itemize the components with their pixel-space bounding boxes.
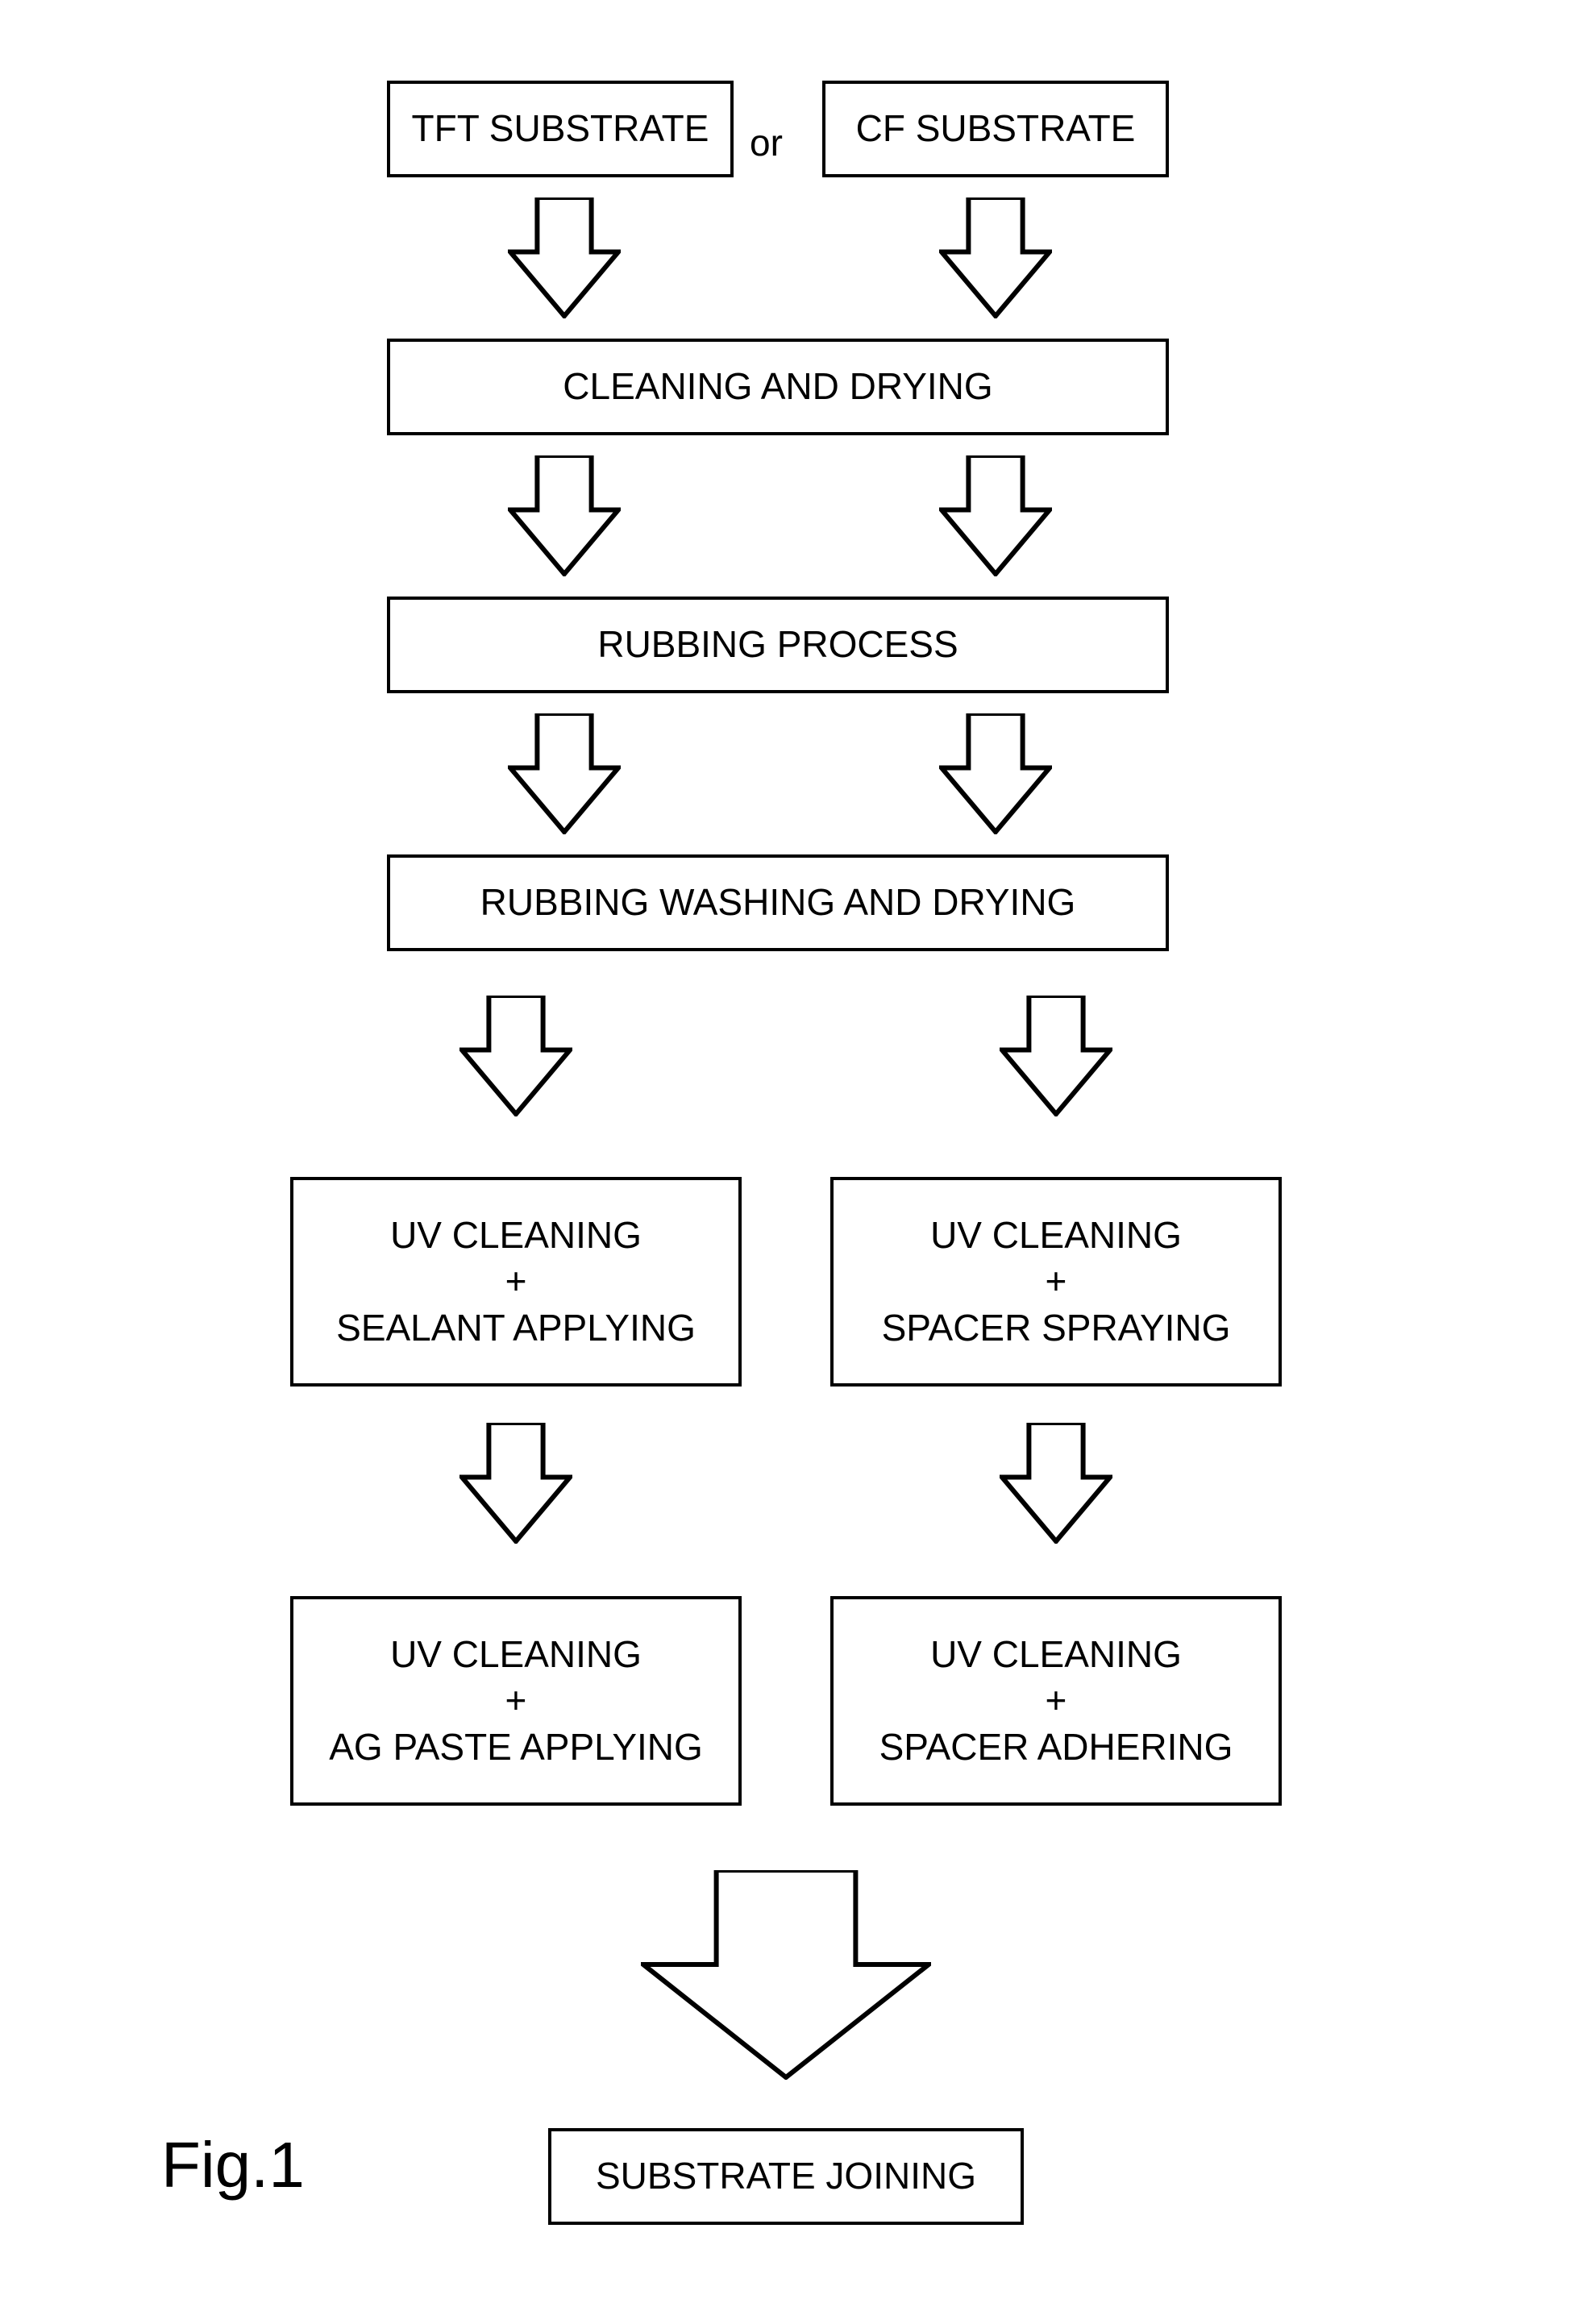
box-rubbing-washing-drying: RUBBING WASHING AND DRYING: [387, 854, 1169, 951]
figure-caption-text: Fig.1: [161, 2129, 305, 2201]
arrow-a4-right: [1000, 996, 1112, 1116]
arrow-a5-left: [459, 1423, 572, 1544]
box-uv-ag-paste: UV CLEANING + AG PASTE APPLYING: [290, 1596, 742, 1806]
arrow-big-join: [641, 1870, 931, 2080]
box-rubbing-washing-drying-text: RUBBING WASHING AND DRYING: [480, 879, 1076, 926]
figure-caption: Fig.1: [161, 2128, 305, 2202]
box-substrate-joining-text: SUBSTRATE JOINING: [596, 2153, 976, 2200]
box-uv-spacer-adhere: UV CLEANING + SPACER ADHERING: [830, 1596, 1282, 1806]
box-uv-spacer-spray: UV CLEANING + SPACER SPRAYING: [830, 1177, 1282, 1387]
box-cleaning-drying: CLEANING AND DRYING: [387, 339, 1169, 435]
arrow-a5-right: [1000, 1423, 1112, 1544]
arrow-a2-right: [939, 455, 1052, 576]
arrow-a3-right: [939, 713, 1052, 834]
box-cf-substrate-text: CF SUBSTRATE: [856, 106, 1136, 152]
arrow-a2-left: [508, 455, 621, 576]
arrow-a3-left: [508, 713, 621, 834]
or-label-text: or: [750, 122, 783, 164]
box-rubbing-process: RUBBING PROCESS: [387, 597, 1169, 693]
box-cleaning-drying-text: CLEANING AND DRYING: [563, 364, 992, 410]
box-uv-spacer-adhere-text: UV CLEANING + SPACER ADHERING: [879, 1632, 1233, 1771]
box-uv-sealant: UV CLEANING + SEALANT APPLYING: [290, 1177, 742, 1387]
box-cf-substrate: CF SUBSTRATE: [822, 81, 1169, 177]
box-substrate-joining: SUBSTRATE JOINING: [548, 2128, 1024, 2225]
or-label: or: [750, 121, 783, 164]
box-tft-substrate: TFT SUBSTRATE: [387, 81, 734, 177]
box-tft-substrate-text: TFT SUBSTRATE: [412, 106, 709, 152]
box-uv-sealant-text: UV CLEANING + SEALANT APPLYING: [336, 1212, 696, 1352]
arrow-a1-right: [939, 197, 1052, 318]
arrow-a4-left: [459, 996, 572, 1116]
arrow-a1-left: [508, 197, 621, 318]
box-rubbing-process-text: RUBBING PROCESS: [597, 622, 958, 668]
flowchart-canvas: TFT SUBSTRATE or CF SUBSTRATE CLEANING A…: [0, 0, 1580, 2324]
box-uv-ag-paste-text: UV CLEANING + AG PASTE APPLYING: [329, 1632, 703, 1771]
box-uv-spacer-spray-text: UV CLEANING + SPACER SPRAYING: [882, 1212, 1231, 1352]
